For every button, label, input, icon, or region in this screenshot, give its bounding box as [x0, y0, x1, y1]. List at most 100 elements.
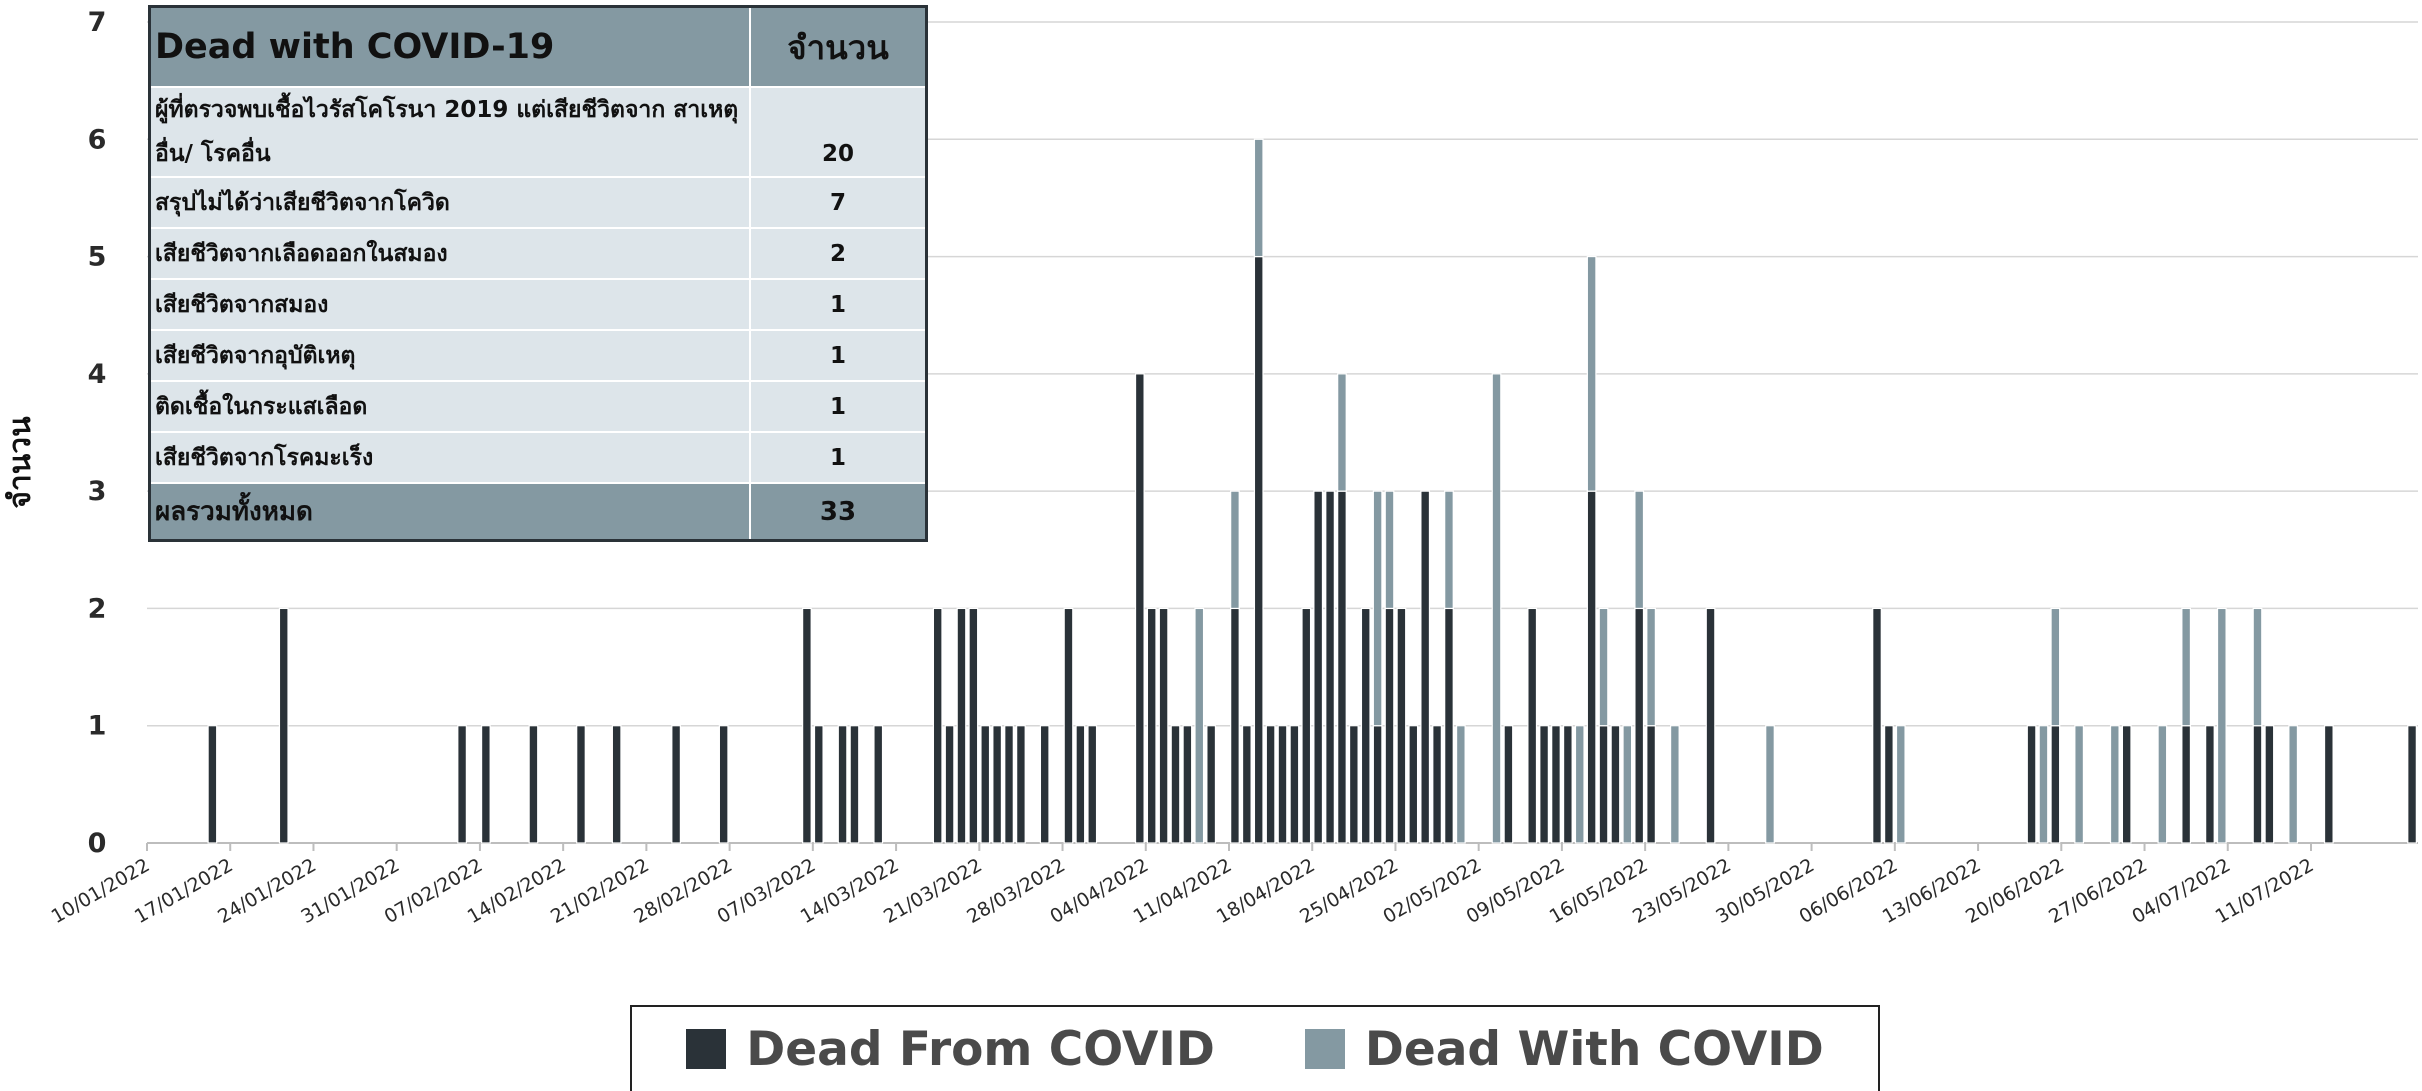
- bar-dead-with-covid: [2050, 607, 2061, 727]
- bar-dead-from-covid: [1277, 725, 1288, 844]
- bar-dead-with-covid: [2074, 725, 2085, 844]
- bar-dead-with-covid: [1491, 373, 1502, 844]
- bar-dead-from-covid: [1432, 725, 1442, 844]
- bar-dead-with-covid: [1372, 490, 1383, 727]
- bar-dead-from-covid: [1016, 725, 1026, 844]
- legend-label-with: Dead With COVID: [1364, 1021, 1824, 1077]
- bar-dead-with-covid: [2038, 725, 2049, 844]
- bar-dead-from-covid: [1206, 725, 1217, 844]
- y-tick-label: 4: [88, 359, 107, 390]
- bar-dead-from-covid: [980, 725, 991, 844]
- bar-dead-from-covid: [1634, 607, 1645, 844]
- y-tick-label: 7: [88, 7, 107, 38]
- bar-dead-from-covid: [2252, 725, 2263, 844]
- bar-dead-from-covid: [2181, 725, 2192, 844]
- row-value: 1: [749, 329, 928, 382]
- bar-dead-with-covid: [2216, 607, 2227, 844]
- bar-dead-with-covid: [1895, 725, 1906, 844]
- bar-dead-from-covid: [2323, 725, 2334, 844]
- bar-dead-from-covid: [1705, 607, 1716, 844]
- bar-dead-from-covid: [207, 725, 218, 844]
- legend-item-with: Dead With COVID: [1304, 1021, 1824, 1077]
- table-row: ผู้ที่ตรวจพบเชื้อไวรัสโคโรนา 2019 แต่เสี…: [148, 86, 928, 178]
- bar-dead-from-covid: [1087, 725, 1098, 844]
- y-tick-label: 5: [88, 242, 107, 273]
- bar-dead-with-covid: [1586, 255, 1597, 492]
- table-row: สรุปไม่ได้ว่าเสียชีวิตจากโควิด 7: [148, 176, 928, 229]
- bar-dead-from-covid: [1598, 725, 1609, 844]
- table-row: ติดเชื้อในกระแสเลือด 1: [148, 380, 928, 433]
- bar-dead-with-covid: [1253, 138, 1264, 258]
- bar-dead-from-covid: [1872, 607, 1882, 844]
- bar-dead-from-covid: [1301, 607, 1312, 844]
- bar-dead-from-covid: [968, 607, 979, 844]
- row-value: 1: [749, 380, 928, 433]
- bar-dead-from-covid: [278, 607, 289, 844]
- bar-dead-with-covid: [1337, 373, 1347, 492]
- bar-dead-from-covid: [1004, 725, 1014, 844]
- total-value: 33: [749, 482, 928, 542]
- row-value: 1: [749, 431, 928, 484]
- table-count-header: จำนวน: [749, 5, 928, 88]
- row-label: เสียชีวิตจากสมอง: [148, 278, 751, 331]
- table-title: Dead with COVID-19: [148, 5, 751, 88]
- row-value: 20: [749, 86, 928, 178]
- bar-dead-from-covid: [1265, 725, 1276, 844]
- bar-dead-with-covid: [1669, 725, 1680, 844]
- bar-dead-from-covid: [1610, 725, 1621, 844]
- bar-dead-from-covid: [1039, 725, 1050, 844]
- bar-dead-from-covid: [457, 725, 467, 844]
- bar-dead-from-covid: [1158, 607, 1169, 844]
- bar-dead-from-covid: [956, 607, 967, 844]
- row-label: สรุปไม่ได้ว่าเสียชีวิตจากโควิด: [148, 176, 751, 229]
- bar-dead-with-covid: [1622, 725, 1633, 844]
- bar-dead-from-covid: [849, 725, 860, 844]
- y-tick-label: 3: [88, 476, 107, 507]
- bar-dead-with-covid: [1574, 725, 1585, 844]
- bar-dead-from-covid: [1325, 490, 1335, 844]
- bar-dead-from-covid: [611, 725, 622, 844]
- bar-dead-from-covid: [528, 725, 539, 844]
- bar-dead-from-covid: [1360, 607, 1371, 844]
- table-row: เสียชีวิตจากโรคมะเร็ง 1: [148, 431, 928, 484]
- table-total-row: ผลรวมทั้งหมด 33: [148, 482, 928, 542]
- bar-dead-from-covid: [1646, 725, 1656, 844]
- bar-dead-from-covid: [1384, 607, 1395, 844]
- bar-dead-from-covid: [2264, 725, 2275, 844]
- row-value: 1: [749, 278, 928, 331]
- bar-dead-with-covid: [1230, 490, 1240, 610]
- bar-dead-with-covid: [2157, 725, 2168, 844]
- bar-dead-from-covid: [1230, 607, 1240, 844]
- bar-dead-from-covid: [932, 607, 943, 844]
- bar-dead-from-covid: [1586, 490, 1597, 844]
- bar-dead-from-covid: [576, 725, 586, 844]
- bar-dead-with-covid: [1634, 490, 1645, 610]
- bar-dead-from-covid: [1539, 725, 1549, 844]
- row-label: ผู้ที่ตรวจพบเชื้อไวรัสโคโรนา 2019 แต่เสี…: [148, 86, 751, 178]
- bar-dead-from-covid: [1527, 607, 1538, 844]
- legend-label-from: Dead From COVID: [746, 1021, 1215, 1077]
- y-axis-label: จำนวน: [3, 416, 38, 509]
- bar-dead-from-covid: [2407, 725, 2417, 844]
- bar-dead-from-covid: [2205, 725, 2215, 844]
- table-row: เสียชีวิตจากอุบัติเหตุ 1: [148, 329, 928, 382]
- bar-dead-from-covid: [873, 725, 884, 844]
- legend: Dead From COVID Dead With COVID: [630, 1005, 1880, 1091]
- legend-swatch-with: [1304, 1029, 1345, 1069]
- bar-dead-from-covid: [1420, 490, 1431, 844]
- bar-dead-from-covid: [2121, 725, 2132, 844]
- bar-dead-from-covid: [1503, 725, 1514, 844]
- bar-dead-with-covid: [1765, 725, 1775, 844]
- bar-dead-from-covid: [802, 607, 812, 844]
- cause-of-death-table: Dead with COVID-19 จำนวน ผู้ที่ตรวจพบเชื…: [148, 5, 928, 542]
- bar-dead-from-covid: [1444, 607, 1454, 844]
- y-tick-label: 6: [88, 124, 107, 155]
- bar-dead-from-covid: [2050, 725, 2061, 844]
- legend-swatch-from: [686, 1029, 727, 1069]
- table-row: เสียชีวิตจากสมอง 1: [148, 278, 928, 331]
- bar-dead-from-covid: [1562, 725, 1573, 844]
- y-tick-label: 1: [88, 711, 107, 742]
- row-label: เสียชีวิตจากเลือดออกในสมอง: [148, 227, 751, 280]
- table-row: เสียชีวิตจากเลือดออกในสมอง 2: [148, 227, 928, 280]
